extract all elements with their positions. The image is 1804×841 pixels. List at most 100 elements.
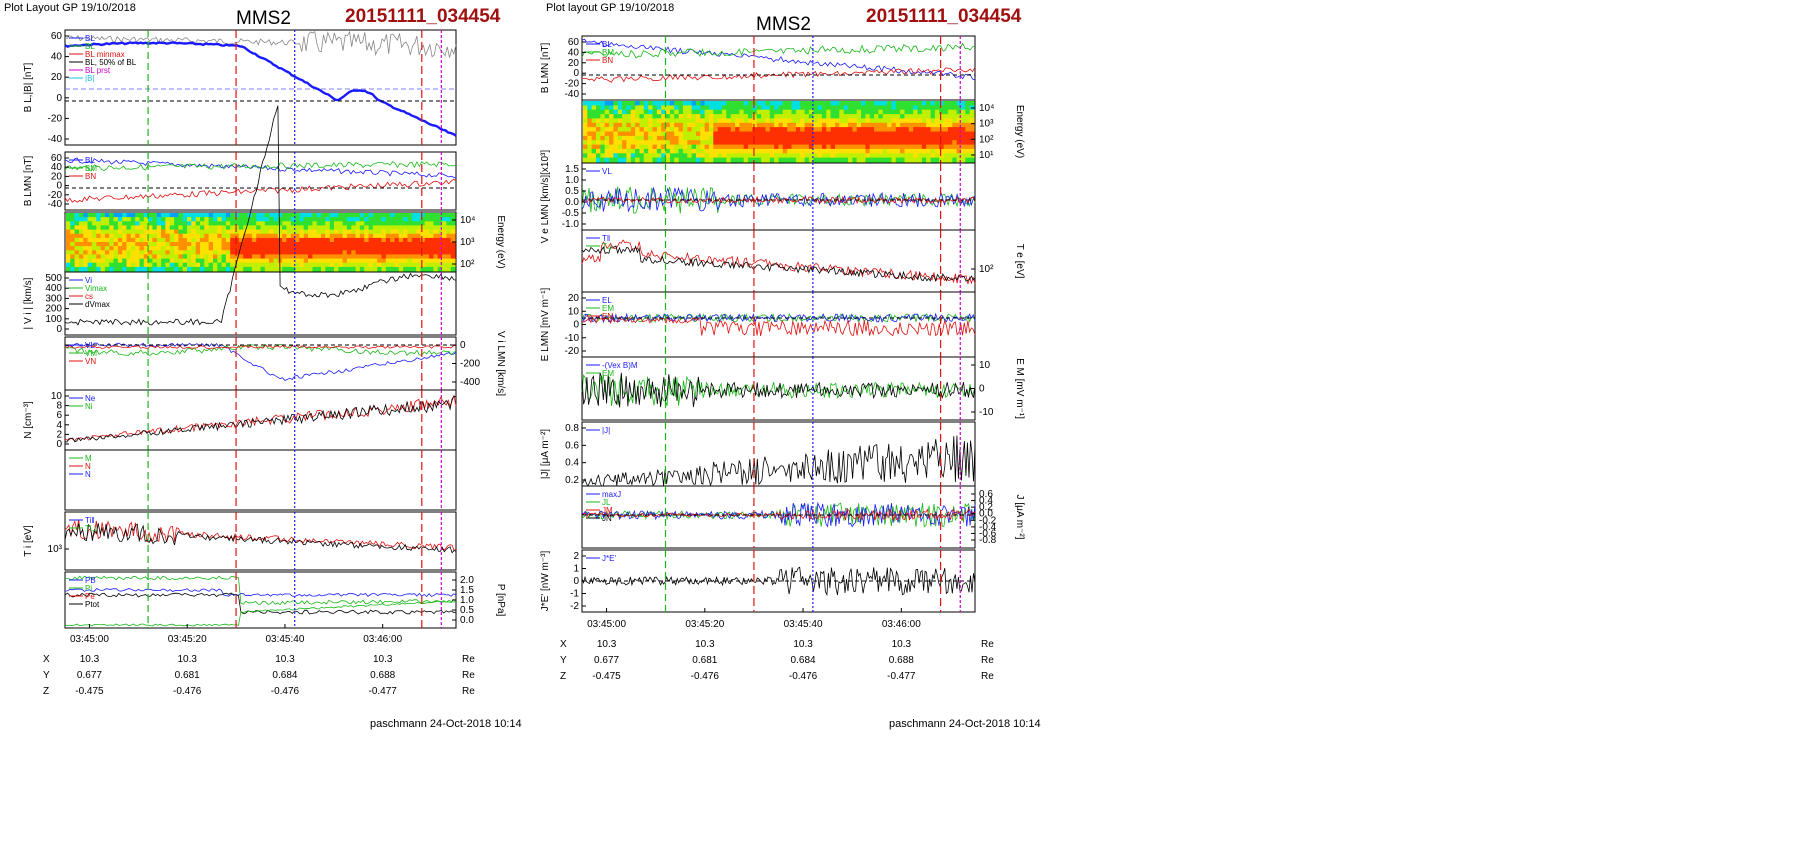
spectrogram-cell <box>965 114 971 120</box>
spectrogram-cell <box>861 109 866 115</box>
spectrogram-cell <box>377 213 383 218</box>
position-value: -0.476 <box>271 686 300 697</box>
spectrogram-cell <box>79 213 84 218</box>
spectrogram-cell <box>665 148 671 154</box>
spectrogram-cell <box>891 153 897 159</box>
spectrogram-cell <box>913 144 919 150</box>
y-axis-label-right: J [μA m⁻²] <box>1014 495 1025 540</box>
spectrogram-cell <box>377 237 383 243</box>
spectrogram-cell <box>130 266 136 272</box>
spectrogram-cell <box>390 266 396 272</box>
spectrogram-cell <box>852 135 858 141</box>
spectrogram-cell <box>782 153 788 159</box>
spectrogram-cell <box>66 217 71 222</box>
spectrogram-cell <box>169 242 175 247</box>
spectrogram-cell <box>282 233 287 239</box>
spectrogram-cell <box>334 242 339 247</box>
spectrogram-cell <box>791 114 797 120</box>
spectrogram-cell <box>251 225 257 231</box>
spectrogram-cell <box>843 109 849 115</box>
spectrogram-cell <box>722 153 727 159</box>
spectrogram-cell <box>726 122 732 128</box>
spectrogram-cell <box>104 217 110 222</box>
spectrogram-cell <box>394 221 400 226</box>
spectrogram-cell <box>882 114 888 120</box>
spectrogram-cell <box>403 262 408 268</box>
spectrogram-cell <box>930 148 936 154</box>
spectrogram-cell <box>739 122 745 128</box>
spectrogram-cell <box>96 266 102 272</box>
spectrogram-cell <box>765 144 771 150</box>
spectrogram-cell <box>861 140 866 146</box>
spectrogram-cell <box>865 131 871 137</box>
spectrogram-cell <box>652 131 658 137</box>
spectrogram-cell <box>956 127 962 133</box>
spectrogram-cell <box>243 266 249 272</box>
spectrogram-cell <box>622 118 627 124</box>
spectrogram-cell <box>122 213 128 218</box>
spectrogram-cell <box>804 153 810 159</box>
spectrogram-cell <box>234 242 240 247</box>
spectrogram-cell <box>346 254 352 260</box>
spectrogram-cell <box>429 246 434 251</box>
spectrogram-cell <box>583 101 588 106</box>
spectrogram-cell <box>66 229 71 235</box>
spectrogram-cell <box>804 144 810 150</box>
spectrogram-cell <box>913 157 919 163</box>
position-row-label: X <box>43 654 50 665</box>
spectrogram-cell <box>748 148 753 154</box>
spectrogram-cell <box>225 237 231 243</box>
spectrogram-cell <box>411 229 417 235</box>
spectrogram-cell <box>79 246 84 251</box>
spectrogram-cell <box>273 237 279 243</box>
spectrogram-cell <box>104 242 110 247</box>
spectrogram-cell <box>652 153 658 159</box>
spectrogram-cell <box>213 221 218 226</box>
spectrogram-cell <box>930 109 936 115</box>
spectrogram-cell <box>368 262 374 268</box>
spectrogram-cell <box>303 254 309 260</box>
spectrogram-cell <box>782 148 788 154</box>
te-par-line <box>581 239 976 285</box>
spectrogram-cell <box>346 266 352 272</box>
spectrogram-cell <box>865 140 871 146</box>
spectrogram-cell <box>394 225 400 231</box>
y-tick-label: 200 <box>45 304 62 315</box>
spectrogram-cell <box>917 148 923 154</box>
spectrogram-cell <box>264 258 270 264</box>
spectrogram-cell <box>70 225 76 231</box>
spectrogram-cell <box>778 105 784 111</box>
position-value: 10.3 <box>177 654 197 665</box>
spectrogram-cell <box>420 217 426 222</box>
spectrogram-cell <box>748 144 753 150</box>
spectrogram-cell <box>308 266 313 272</box>
spectrogram-cell <box>390 213 396 218</box>
spectrogram-cell <box>756 105 762 111</box>
spectrogram-cell <box>787 148 793 154</box>
spectrogram-cell <box>130 225 136 231</box>
spectrogram-cell <box>852 157 858 163</box>
spectrogram-cell <box>282 237 287 243</box>
spectrogram-cell <box>234 213 240 218</box>
spectrogram-cell <box>135 262 141 268</box>
spectrogram-cell <box>735 144 740 150</box>
spectrogram-cell <box>821 131 827 137</box>
y-tick-label-right: -200 <box>460 359 480 370</box>
right-layout-label: Plot layout GP 19/10/2018 <box>546 2 675 14</box>
spectrogram-cell <box>804 127 810 133</box>
spectrogram-cell <box>312 233 318 239</box>
spectrogram-cell <box>821 153 827 159</box>
spectrogram-cell <box>364 262 370 268</box>
spectrogram-cell <box>325 250 331 255</box>
spectrogram-cell <box>446 262 452 268</box>
spectrogram-cell <box>639 114 645 120</box>
spectrogram-cell <box>195 242 201 247</box>
spectrogram-cell <box>243 262 249 268</box>
spectrogram-cell <box>817 157 823 163</box>
spectrogram-cell <box>126 229 132 235</box>
spectrogram-cell <box>661 148 667 154</box>
spectrogram-cell <box>411 213 417 218</box>
spectrogram-cell <box>826 140 832 146</box>
spectrogram-cell <box>161 262 166 268</box>
